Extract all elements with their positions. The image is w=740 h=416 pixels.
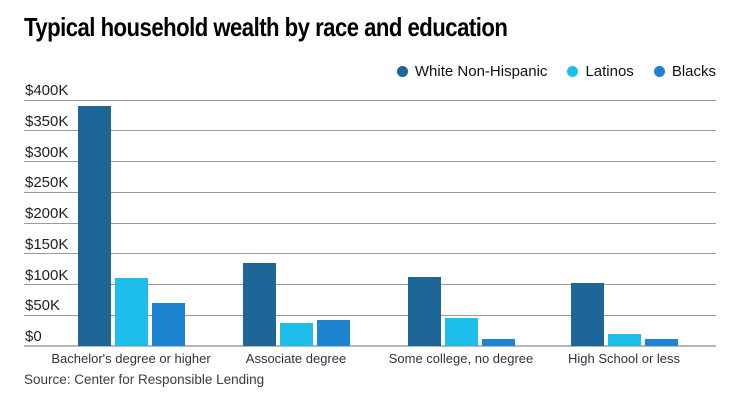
gridline: [24, 99, 716, 101]
plot-area: $0 $50K $100K $150K $200K $250K $300K $350K $400…: [24, 83, 716, 366]
gridline: [24, 253, 716, 255]
bar-latinos-2: [444, 318, 478, 346]
legend-label: Latinos: [585, 63, 634, 80]
bar-latinos-0: [114, 278, 148, 346]
source-note: Source: Center for Responsible Lending: [24, 372, 265, 387]
legend-item-blacks: Blacks: [653, 63, 716, 80]
legend-dot-icon: [567, 66, 579, 77]
x-axis-label: Associate degree: [245, 351, 347, 366]
x-axis-label: Some college, no degree: [388, 351, 534, 366]
legend-label: Blacks: [671, 63, 716, 80]
bar-white-non-hispanic-3: [570, 282, 604, 346]
gridline: [24, 161, 716, 162]
bar-blacks-0: [151, 302, 185, 346]
bar-blacks-1: [316, 320, 350, 346]
y-tick-label: $200K: [25, 205, 69, 222]
bar-blacks-3: [644, 338, 678, 346]
legend-dot-icon: [653, 66, 665, 77]
y-tick-label: $50K: [25, 297, 61, 315]
x-axis-label: Bachelor's degree or higher: [51, 351, 211, 366]
gridline: [24, 191, 716, 193]
bar-latinos-3: [607, 334, 641, 346]
gridline: [24, 130, 716, 132]
gridline: [24, 284, 716, 285]
legend-item-latinos: Latinos: [567, 63, 634, 80]
y-tick-label: $250K: [25, 174, 69, 192]
gridline: [24, 314, 716, 316]
bar-latinos-1: [279, 323, 313, 346]
y-tick-label: $400K: [25, 82, 69, 99]
bar-white-non-hispanic-2: [407, 277, 441, 346]
bar-blacks-2: [481, 339, 515, 346]
legend-item-white-non-hispanic: White Non-Hispanic: [396, 63, 548, 80]
y-tick-label: $100K: [25, 266, 69, 284]
bar-white-non-hispanic-1: [242, 262, 276, 346]
legend-dot-icon: [396, 66, 408, 77]
legend: White Non-Hispanic Latinos Blacks: [396, 63, 716, 80]
y-tick-label: $0: [25, 328, 42, 345]
chart-title: Typical household wealth by race and edu…: [24, 12, 508, 42]
bar-white-non-hispanic-0: [77, 106, 111, 346]
x-axis-line: [24, 345, 716, 347]
y-tick-label: $300K: [25, 143, 69, 161]
gridline: [24, 222, 716, 224]
x-axis-label: High School or less: [568, 351, 680, 366]
y-tick-label: $150K: [25, 235, 69, 253]
y-tick-label: $350K: [25, 112, 69, 130]
legend-label: White Non-Hispanic: [414, 63, 548, 80]
